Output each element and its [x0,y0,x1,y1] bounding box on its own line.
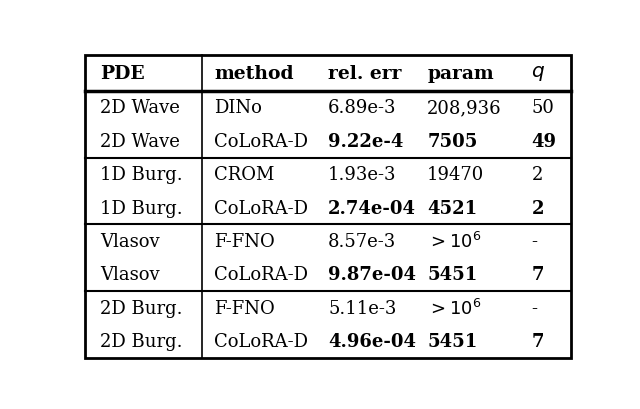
Text: 5451: 5451 [428,332,477,350]
Text: 7: 7 [531,332,544,350]
Text: CoLoRA-D: CoLoRA-D [214,133,308,151]
Text: 2D Burg.: 2D Burg. [100,332,182,350]
Text: param: param [428,65,494,83]
Text: 8.57e-3: 8.57e-3 [328,232,396,250]
Text: 5.11e-3: 5.11e-3 [328,299,396,317]
Text: CoLoRA-D: CoLoRA-D [214,332,308,350]
Text: Vlasov: Vlasov [100,232,159,250]
Text: 4.96e-04: 4.96e-04 [328,332,416,350]
Text: -: - [531,299,538,317]
Text: F-FNO: F-FNO [214,232,275,250]
Text: $q$: $q$ [531,64,545,83]
Text: 5451: 5451 [428,265,477,283]
Text: Vlasov: Vlasov [100,265,159,283]
Text: $> 10^6$: $> 10^6$ [428,298,481,318]
Text: 6.89e-3: 6.89e-3 [328,99,397,117]
Text: DINo: DINo [214,99,262,117]
Text: 9.87e-04: 9.87e-04 [328,265,416,283]
Text: 2.74e-04: 2.74e-04 [328,199,416,217]
Text: 7: 7 [531,265,544,283]
Text: 2D Burg.: 2D Burg. [100,299,182,317]
Text: -: - [531,232,538,250]
Text: 208,936: 208,936 [428,99,502,117]
Text: method: method [214,65,294,83]
Text: 7505: 7505 [428,133,477,151]
Text: rel. err: rel. err [328,65,401,83]
Text: 2D Wave: 2D Wave [100,99,180,117]
Text: 1.93e-3: 1.93e-3 [328,166,397,184]
Text: 50: 50 [531,99,554,117]
Text: $> 10^6$: $> 10^6$ [428,231,481,251]
Text: PDE: PDE [100,65,145,83]
Text: 1D Burg.: 1D Burg. [100,166,182,184]
Text: F-FNO: F-FNO [214,299,275,317]
Text: 2D Wave: 2D Wave [100,133,180,151]
Text: 1D Burg.: 1D Burg. [100,199,182,217]
Text: 2: 2 [531,199,544,217]
Text: CoLoRA-D: CoLoRA-D [214,199,308,217]
Text: CROM: CROM [214,166,275,184]
Text: 2: 2 [531,166,543,184]
Text: CoLoRA-D: CoLoRA-D [214,265,308,283]
Text: 4521: 4521 [428,199,477,217]
Text: 49: 49 [531,133,556,151]
Text: 9.22e-4: 9.22e-4 [328,133,403,151]
Text: 19470: 19470 [428,166,484,184]
